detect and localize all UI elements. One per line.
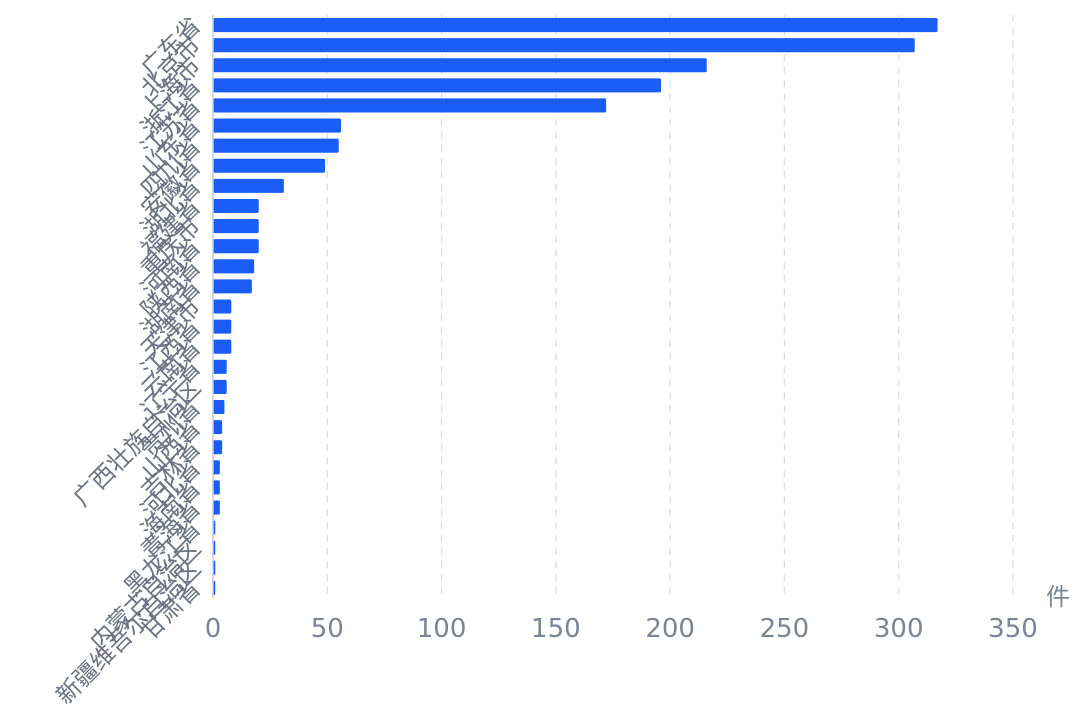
x-tick-label: 350 (988, 614, 1038, 644)
bar (213, 440, 223, 455)
x-tick-label: 300 (874, 614, 924, 644)
bar (213, 219, 259, 234)
x-axis-ticks: 0 50 100 150 200 250 300 350 (205, 614, 1038, 644)
bar (213, 198, 259, 214)
bar (213, 379, 227, 394)
bar (213, 339, 232, 354)
x-tick-label: 200 (645, 614, 695, 644)
x-tick-label: 150 (531, 614, 581, 644)
bar (213, 178, 284, 193)
bar (213, 359, 227, 374)
bar (213, 138, 339, 153)
bar (213, 299, 232, 314)
x-axis-unit-label: 件 (1046, 583, 1070, 611)
bar (213, 259, 255, 274)
x-tick-label: 50 (311, 614, 344, 644)
bar (213, 500, 220, 515)
x-tick-label: 100 (417, 614, 467, 644)
bar (213, 319, 232, 334)
bar (213, 480, 220, 495)
bar (213, 399, 225, 415)
x-tick-label: 250 (760, 614, 810, 644)
bar (213, 58, 707, 73)
bar (213, 158, 325, 173)
bar (213, 18, 938, 33)
bar (213, 98, 607, 113)
y-axis-category-labels: 广东省北京市上海市浙江省江苏省山东省四川省安徽省湖北省福建省重庆市河南省陕西省湖… (51, 11, 207, 709)
bar (213, 38, 915, 53)
bar (213, 239, 259, 254)
bar (213, 78, 661, 93)
bar (213, 118, 341, 133)
bar (213, 460, 220, 475)
bars (213, 18, 938, 595)
bar (213, 279, 252, 294)
bar (213, 420, 223, 435)
x-tick-label: 0 (205, 614, 222, 644)
